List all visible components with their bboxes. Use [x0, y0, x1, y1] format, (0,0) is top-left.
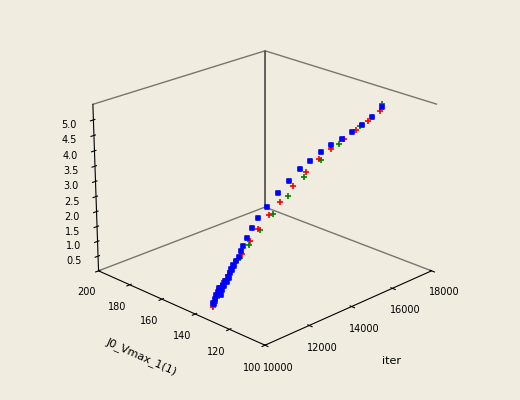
Y-axis label: J0_Vmax_1(1): J0_Vmax_1(1): [105, 336, 178, 378]
X-axis label: iter: iter: [382, 356, 401, 366]
